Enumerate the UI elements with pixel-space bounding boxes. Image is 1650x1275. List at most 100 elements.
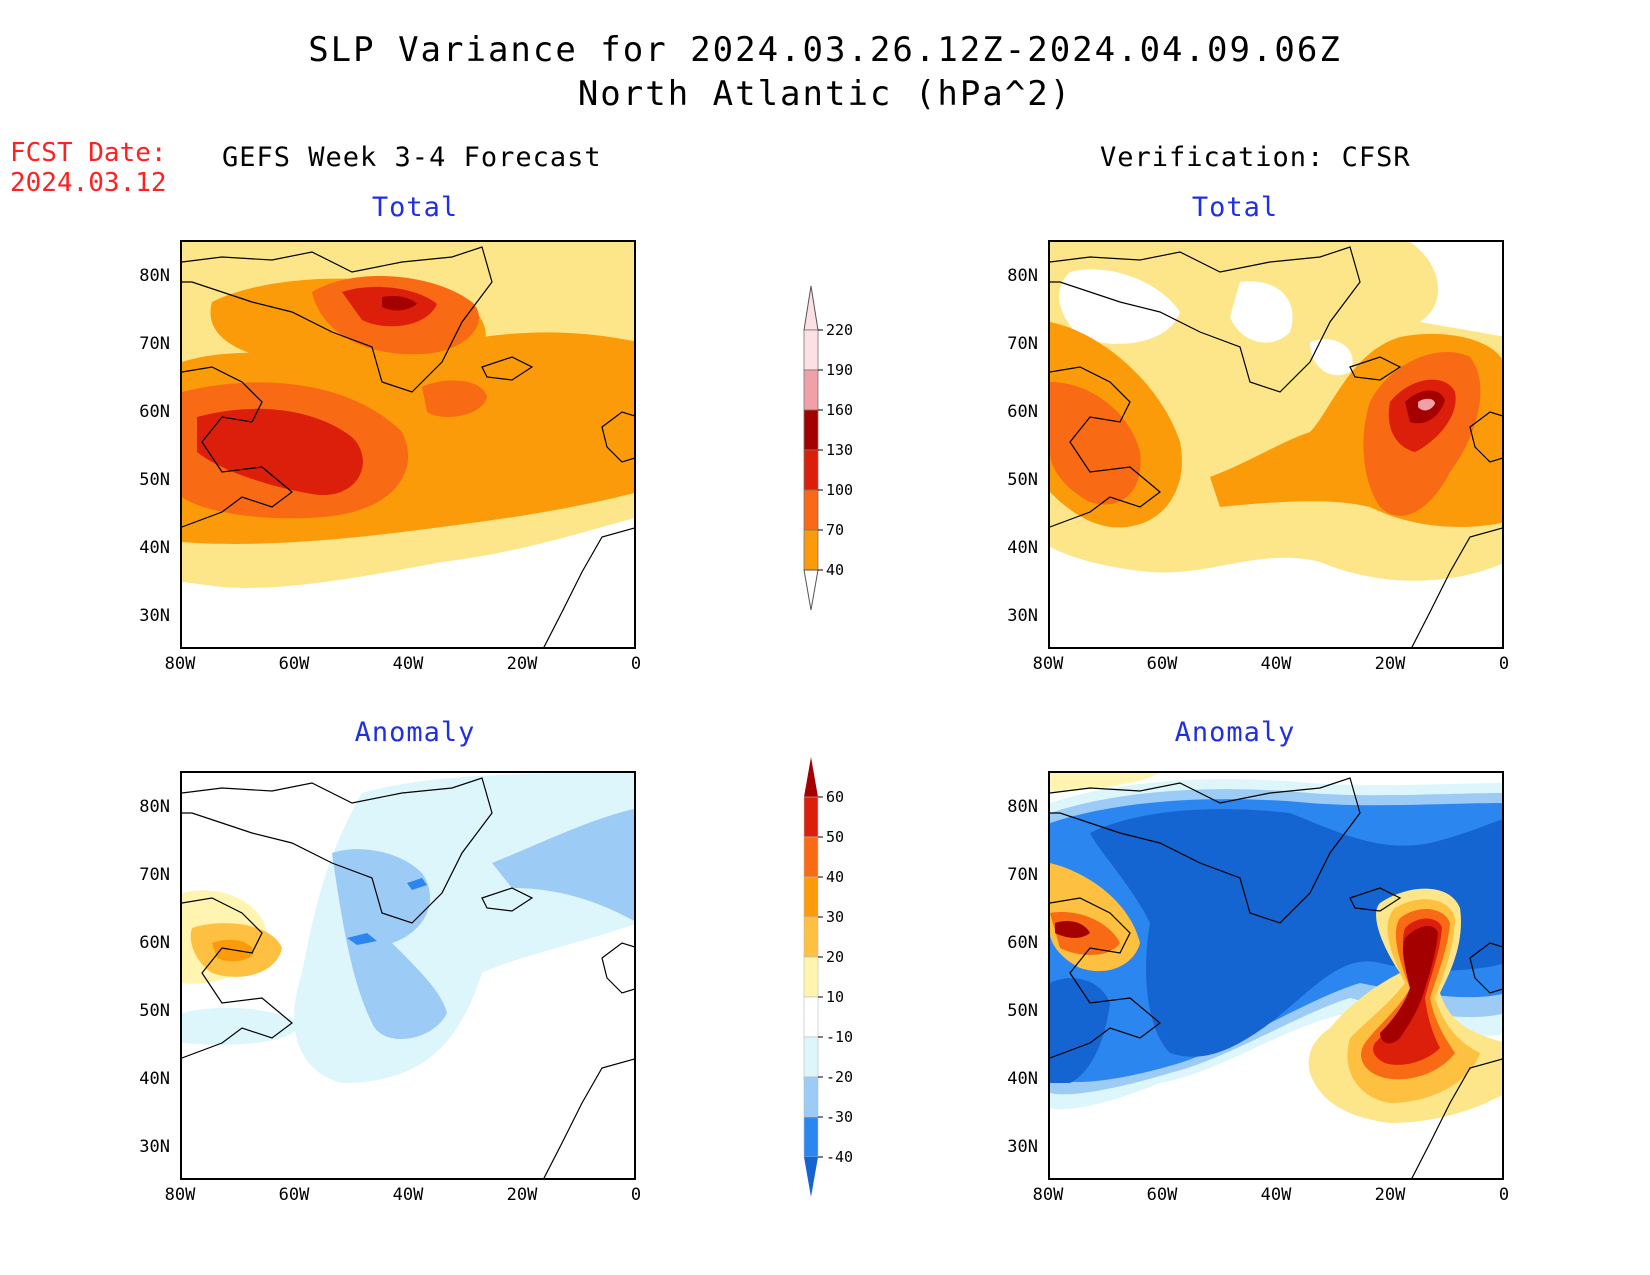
verification-total-lat-label-70N: 70N	[1007, 334, 1038, 354]
forecast-anomaly-lat-label-70N: 70N	[139, 865, 170, 885]
colorbar-anomaly-swatch-1	[803, 836, 819, 878]
verification-total-lat-label-80N: 80N	[1007, 266, 1038, 286]
colorbar-anomaly-label-60: 60	[826, 788, 844, 806]
colorbar-total-swatch-100	[803, 489, 819, 531]
verification-total-contours	[1050, 242, 1502, 647]
colorbar-anomaly-swatch-6	[803, 1036, 819, 1078]
verification-anomaly-lat-label-60N: 60N	[1007, 933, 1038, 953]
colorbar-anomaly-swatch-7	[803, 1076, 819, 1118]
colorbar-total-swatch-130	[803, 449, 819, 491]
colorbar-total-bottom-arrow	[803, 569, 819, 611]
verification-total-lat-label-40N: 40N	[1007, 538, 1038, 558]
colorbar-anomaly: 60 50 40 30 20 10 -10 -20 -30 -40	[794, 757, 904, 1207]
verification-anomaly-lat-label-80N: 80N	[1007, 797, 1038, 817]
colorbar-anomaly-label-40: 40	[826, 868, 844, 886]
forecast-anomaly-lat-label-60N: 60N	[139, 933, 170, 953]
forecast-anomaly-lat-label-30N: 30N	[139, 1137, 170, 1157]
colorbar-total-label-100: 100	[826, 481, 853, 499]
colorbar-anomaly-label-50: 50	[826, 828, 844, 846]
forecast-total-lon-label-20W: 20W	[506, 654, 538, 674]
verification-total-lat-label-50N: 50N	[1007, 470, 1038, 490]
colorbar-total-swatch-160	[803, 409, 819, 451]
colorbar-anomaly-swatch-2	[803, 876, 819, 918]
main-title: SLP Variance for 2024.03.26.12Z-2024.04.…	[308, 30, 1342, 70]
colorbar-anomaly-label--10: -10	[826, 1028, 853, 1046]
colorbar-total-label-70: 70	[826, 521, 844, 539]
fcst-date: FCST Date: 2024.03.12	[10, 138, 167, 198]
forecast-total-lat-label-70N: 70N	[139, 334, 170, 354]
forecast-total-title: Total	[371, 192, 459, 223]
colorbar-total-swatch-70	[803, 529, 819, 571]
colorbar-anomaly-label--20: -20	[826, 1068, 853, 1086]
verification-anomaly-lat-label-70N: 70N	[1007, 865, 1038, 885]
colorbar-anomaly-swatch-8	[803, 1116, 819, 1158]
colorbar-anomaly-label-20: 20	[826, 948, 844, 966]
forecast-anomaly-title: Anomaly	[354, 717, 476, 748]
colorbar-total-label-220: 220	[826, 321, 853, 339]
verification-anomaly-title: Anomaly	[1174, 717, 1296, 748]
forecast-anomaly-lat-label-50N: 50N	[139, 1001, 170, 1021]
colorbar-total-swatch-220	[803, 329, 819, 371]
colorbar-anomaly-label--40: -40	[826, 1148, 853, 1166]
verification-total-lon-label-20W: 20W	[1374, 654, 1406, 674]
forecast-anomaly-lon-label-40W: 40W	[392, 1185, 424, 1205]
colorbar-total-swatch-190	[803, 369, 819, 411]
map-verification-total	[1048, 240, 1504, 649]
colorbar-anomaly-swatch-5	[803, 996, 819, 1038]
verification-total-lon-label-80W: 80W	[1032, 654, 1064, 674]
colorbar-anomaly-label--30: -30	[826, 1108, 853, 1126]
verification-anomaly-lon-label-20W: 20W	[1374, 1185, 1406, 1205]
verification-anomaly-lat-label-30N: 30N	[1007, 1137, 1038, 1157]
map-forecast-total	[180, 240, 636, 649]
verification-anomaly-lon-label-0: 0	[1498, 1185, 1510, 1205]
forecast-anomaly-lon-label-20W: 20W	[506, 1185, 538, 1205]
map-verification-anomaly	[1048, 771, 1504, 1180]
main-subtitle: North Atlantic (hPa^2)	[577, 74, 1073, 114]
verification-anomaly-lon-label-40W: 40W	[1260, 1185, 1292, 1205]
forecast-total-lat-label-80N: 80N	[139, 266, 170, 286]
map-forecast-anomaly	[180, 771, 636, 1180]
forecast-anomaly-contours	[182, 773, 634, 1178]
forecast-total-lat-label-60N: 60N	[139, 402, 170, 422]
verification-total-lon-label-0: 0	[1498, 654, 1510, 674]
verification-anomaly-lat-label-50N: 50N	[1007, 1001, 1038, 1021]
colorbar-anomaly-swatch-3	[803, 916, 819, 958]
forecast-total-lat-label-40N: 40N	[139, 538, 170, 558]
forecast-anomaly-lon-label-80W: 80W	[164, 1185, 196, 1205]
colorbar-anomaly-swatch-4	[803, 956, 819, 998]
fcst-date-label: FCST Date:	[10, 138, 167, 168]
forecast-total-lon-label-0: 0	[630, 654, 642, 674]
colorbar-total-label-40: 40	[826, 561, 844, 579]
verification-total-lon-label-60W: 60W	[1146, 654, 1178, 674]
colorbar-total-swatches: 220 190 160 130 100 70 40	[803, 285, 853, 611]
colorbar-anomaly-label-30: 30	[826, 908, 844, 926]
forecast-total-lat-label-30N: 30N	[139, 606, 170, 626]
colorbar-anomaly-swatch-0	[803, 796, 819, 838]
verification-total-lat-label-60N: 60N	[1007, 402, 1038, 422]
colorbar-total-label-160: 160	[826, 401, 853, 419]
forecast-column-header: GEFS Week 3-4 Forecast	[222, 142, 602, 173]
verification-anomaly-lat-label-40N: 40N	[1007, 1069, 1038, 1089]
colorbar-total: 220 190 160 130 100 70 40	[794, 280, 904, 620]
forecast-total-contours	[182, 242, 634, 647]
forecast-anomaly-lat-label-80N: 80N	[139, 797, 170, 817]
verification-anomaly-lon-label-80W: 80W	[1032, 1185, 1064, 1205]
verification-column-header: Verification: CFSR	[1100, 142, 1411, 173]
forecast-anomaly-lat-label-40N: 40N	[139, 1069, 170, 1089]
colorbar-anomaly-bottom-arrow	[804, 1157, 818, 1197]
forecast-anomaly-lon-label-0: 0	[630, 1185, 642, 1205]
forecast-total-lat-label-50N: 50N	[139, 470, 170, 490]
fcst-date-value: 2024.03.12	[10, 168, 167, 198]
verification-total-lat-label-30N: 30N	[1007, 606, 1038, 626]
colorbar-total-top-arrow	[803, 285, 819, 331]
verification-anomaly-lon-label-60W: 60W	[1146, 1185, 1178, 1205]
forecast-total-lon-label-40W: 40W	[392, 654, 424, 674]
colorbar-anomaly-top-arrow	[804, 757, 818, 797]
colorbar-total-label-190: 190	[826, 361, 853, 379]
colorbar-anomaly-swatches: 60 50 40 30 20 10 -10 -20 -30 -40	[803, 757, 853, 1197]
forecast-anomaly-lon-label-60W: 60W	[278, 1185, 310, 1205]
forecast-total-lon-label-60W: 60W	[278, 654, 310, 674]
forecast-total-lon-label-80W: 80W	[164, 654, 196, 674]
verification-anomaly-contours	[1050, 773, 1502, 1178]
colorbar-total-label-130: 130	[826, 441, 853, 459]
